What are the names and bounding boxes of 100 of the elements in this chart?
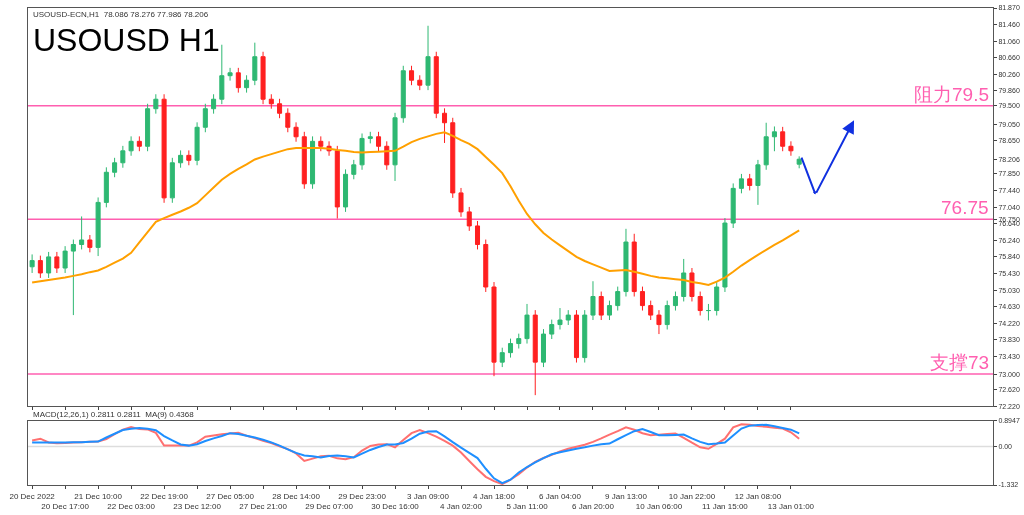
x-tick-label: 9 Jan 13:00 <box>605 491 648 501</box>
candlestick <box>606 300 612 321</box>
candlestick <box>252 42 258 86</box>
candlestick <box>161 93 167 204</box>
candlestick <box>392 112 398 182</box>
candlestick <box>334 145 340 219</box>
candlestick <box>689 267 695 302</box>
candlestick <box>458 187 464 218</box>
candlestick <box>648 300 654 321</box>
candlestick <box>227 67 233 82</box>
x-tick-label: 21 Dec 10:00 <box>74 491 123 501</box>
x-tick-label: 4 Jan 02:00 <box>440 502 483 511</box>
candlestick <box>417 74 423 91</box>
candlestick <box>376 131 382 152</box>
candlestick <box>549 319 555 340</box>
candlestick <box>433 51 439 119</box>
candlestick <box>46 251 52 279</box>
candlestick <box>153 93 159 115</box>
x-tick-label: 29 Dec 07:00 <box>305 502 354 511</box>
candlestick <box>540 328 547 368</box>
line-series <box>31 423 801 485</box>
candlestick <box>425 25 431 91</box>
candlestick <box>516 333 522 350</box>
candlestick <box>285 107 291 133</box>
candlestick <box>79 215 85 250</box>
candlestick <box>466 206 472 232</box>
text: USOUSD H1 <box>33 22 220 58</box>
candlestick <box>573 309 579 364</box>
candlestick <box>202 103 208 133</box>
x-tick-label: 27 Dec 05:00 <box>206 491 255 501</box>
x-tick-label: 12 Jan 08:00 <box>734 491 782 501</box>
candlestick <box>788 140 794 157</box>
candlestick <box>219 44 225 105</box>
candlestick <box>491 281 497 377</box>
x-tick-label: 6 Jan 20:00 <box>572 502 615 511</box>
x-tick-label: 13 Jan 01:00 <box>767 502 815 511</box>
candlestick <box>244 74 250 94</box>
x-tick-label: 3 Jan 09:00 <box>407 491 450 501</box>
x-tick-label: 10 Jan 06:00 <box>635 502 683 511</box>
x-tick-label: 4 Jan 18:00 <box>473 491 516 501</box>
candlestick <box>87 234 93 253</box>
candlestick <box>235 67 241 94</box>
candlestick <box>120 145 126 169</box>
candlestick <box>747 173 753 191</box>
candlestick <box>664 300 670 331</box>
x-tick-label: 27 Dec 21:00 <box>239 502 288 511</box>
candlestick <box>260 51 266 105</box>
x-tick-label: 10 Jan 22:00 <box>668 491 716 501</box>
candlestick <box>359 132 365 171</box>
annotation: USOUSD-ECN,H1 78.086 78.276 77.986 78.206 <box>33 10 209 19</box>
candlestick <box>615 286 621 312</box>
candlestick <box>112 157 118 178</box>
candlestick <box>631 233 637 298</box>
line-series <box>31 131 801 286</box>
candlestick <box>524 303 530 345</box>
candlestick <box>268 93 274 110</box>
x-tick-label: 22 Dec 19:00 <box>140 491 189 501</box>
candlestick <box>178 149 184 169</box>
candlestick <box>54 251 60 274</box>
candlestick <box>483 239 489 293</box>
x-tick-label: 22 Dec 03:00 <box>107 502 156 511</box>
x-tick-label: 30 Dec 16:00 <box>371 502 420 511</box>
candlestick <box>318 135 324 152</box>
candlestick <box>714 281 720 316</box>
x-tick-label: 23 Dec 12:00 <box>173 502 222 511</box>
candlestick <box>474 220 481 250</box>
candlestick <box>128 135 134 157</box>
candlestick <box>136 135 142 152</box>
candlestick <box>450 117 456 199</box>
candlestick <box>367 131 373 144</box>
candlestick <box>301 131 307 190</box>
candlestick <box>705 303 711 321</box>
candlestick <box>400 65 406 124</box>
x-tick-label: 11 Jan 15:00 <box>702 502 749 511</box>
candlestick <box>771 125 777 152</box>
candlestick <box>310 135 316 190</box>
candlestick <box>145 103 151 152</box>
candlestick <box>194 121 200 166</box>
candlestick <box>565 309 571 326</box>
candlestick <box>211 93 217 115</box>
candlestick <box>730 182 736 229</box>
candlestick <box>169 157 175 204</box>
candlestick <box>780 126 786 152</box>
candlestick <box>351 159 357 180</box>
x-tick-label: 28 Dec 14:00 <box>272 491 321 501</box>
candlestick <box>507 338 514 359</box>
candlestick <box>29 253 35 274</box>
ref-line-label: 支撑73 <box>930 352 990 373</box>
candlestick <box>442 107 448 144</box>
candlestick <box>656 309 662 335</box>
candlestick <box>62 245 68 274</box>
candlestick <box>738 173 744 194</box>
candlestick <box>672 291 678 312</box>
candlestick <box>186 149 192 166</box>
candlestick <box>293 121 299 143</box>
candlestick <box>557 307 563 331</box>
candlestick <box>639 286 645 312</box>
candlestick <box>582 309 588 364</box>
candlestick <box>343 168 349 213</box>
x-tick-label: 29 Dec 23:00 <box>338 491 387 501</box>
